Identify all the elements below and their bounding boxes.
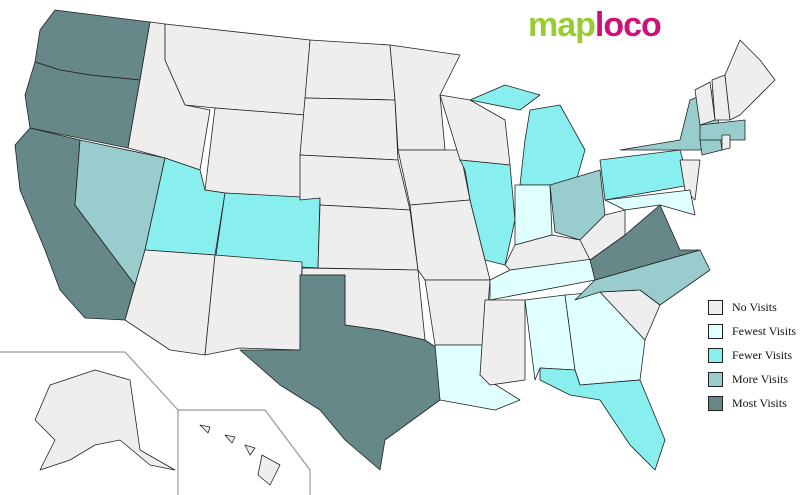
legend-item-more: More Visits (708, 367, 796, 391)
state-tx (239, 274, 441, 471)
legend-swatch (708, 323, 723, 339)
state-mi (519, 104, 586, 186)
states (14, 9, 776, 486)
legend-swatch (708, 395, 723, 411)
legend-item-fewest: Fewest Visits (708, 319, 796, 343)
legend-swatch (708, 347, 723, 363)
state-ri (721, 134, 731, 151)
state-hi (199, 424, 211, 434)
state-wy (204, 107, 306, 201)
legend-item-fewer: Fewer Visits (708, 343, 796, 367)
state-il (459, 159, 516, 266)
legend-item-most: Most Visits (708, 391, 796, 415)
legend-item-none: No Visits (708, 295, 796, 319)
state-me (724, 39, 776, 121)
state-ma (699, 119, 746, 141)
state-in (514, 184, 553, 246)
state-fl (539, 367, 666, 471)
state-wv (579, 209, 626, 261)
state-md (604, 189, 696, 216)
legend-swatch (708, 371, 723, 387)
state-mi (469, 84, 541, 111)
state-nc (574, 249, 711, 306)
state-wi (439, 94, 511, 166)
state-sd (299, 97, 399, 161)
state-ms (479, 299, 526, 386)
legend: No Visits Fewest Visits Fewer Visits Mor… (708, 295, 796, 415)
state-ak (34, 369, 176, 471)
state-ks (317, 204, 419, 271)
state-hi (244, 444, 256, 456)
state-ar (424, 279, 491, 346)
maploco-logo: maploco (528, 6, 662, 44)
state-nd (304, 39, 396, 101)
state-hi (257, 454, 281, 486)
state-nm (204, 254, 303, 356)
inset-borders (0, 351, 311, 495)
legend-swatch (708, 299, 723, 315)
state-mt (164, 23, 311, 116)
state-hi (224, 434, 236, 444)
state-nj (679, 159, 701, 201)
